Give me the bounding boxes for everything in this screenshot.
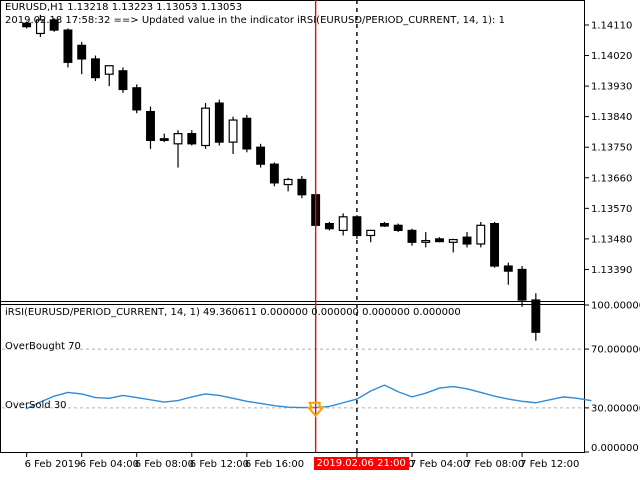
candle-body-bearish [90,58,100,79]
price-axis-label: 1.13480 [591,234,632,245]
candle-body-bearish [435,238,444,243]
candle-body-bearish [214,102,224,143]
indicator-scale-label: 100.000000 [591,301,640,312]
candle-body-bullish [201,107,211,147]
candle-body-bearish [187,133,197,145]
candle-body-bearish [132,87,142,111]
price-axis-label: 1.13390 [591,265,632,276]
candle-body-bearish [242,117,252,150]
arrow-marker-shape [306,401,325,418]
candle-body-bearish [256,146,266,165]
indicator-scale-label: 30.000000 [591,403,640,414]
candle-body-bearish [462,236,472,245]
price-axis-label: 1.13570 [591,204,632,215]
indicator-scale-label: 70.000000 [591,345,640,356]
candle-body-bullish [421,239,431,243]
price-axis-label: 1.14020 [591,51,632,62]
time-axis-label: 6 Feb 12:00 [190,459,249,470]
candle-body-bearish [517,268,527,301]
time-axis-label: 7 Feb 12:00 [520,459,579,470]
candle-body-bullish [104,65,114,75]
candle-body-bearish [49,19,59,31]
time-axis-label: 7 Feb 00:00 [355,459,414,470]
time-axis-label: 7 Feb 04:00 [410,459,469,470]
candle-body-bearish [324,223,334,230]
time-axis-label: 6 Feb 08:00 [135,459,194,470]
candle-body-bearish [503,265,513,272]
candle-body-bearish [379,223,389,227]
time-axis-label: 6 Feb 04:00 [80,459,139,470]
candle-body-bearish [22,22,32,28]
time-axis-label: 6 Feb 2019 [25,459,81,470]
price-axis-label: 1.13660 [591,173,632,184]
candle-body-bullish [476,224,486,245]
candle-body-bearish [297,178,307,196]
candle-body-bullish [448,238,458,243]
candle-body-bearish [269,163,279,184]
candle-body-bearish [146,110,155,142]
candle-body-bullish [228,119,238,143]
candle-body-bearish [159,138,169,142]
candle-body-bullish [338,216,348,231]
price-axis-label: 1.13750 [591,143,632,154]
candle-body-bearish [118,70,128,91]
candle-body-bullish [35,19,45,35]
candle-body-bearish [77,44,87,60]
candle-body-bearish [490,223,500,267]
indicator-scale-label: 0.000000 [591,443,639,454]
candle-body-bullish [366,229,376,237]
price-axis-label: 1.13930 [591,82,632,93]
candle-body-bullish [173,133,183,145]
time-axis-label: 7 Feb 08:00 [465,459,524,470]
candle-body-bearish [407,229,417,243]
candle-body-bearish [531,299,541,333]
price-axis-label: 1.13840 [591,112,632,123]
time-axis-label: 6 Feb 16:00 [245,459,304,470]
candle-body-bearish [63,29,73,63]
candle-body-bullish [283,178,293,186]
arrow-marker-icon[interactable] [306,401,325,418]
candle-body-bearish [393,224,403,231]
price-axis-label: 1.14110 [591,20,632,31]
